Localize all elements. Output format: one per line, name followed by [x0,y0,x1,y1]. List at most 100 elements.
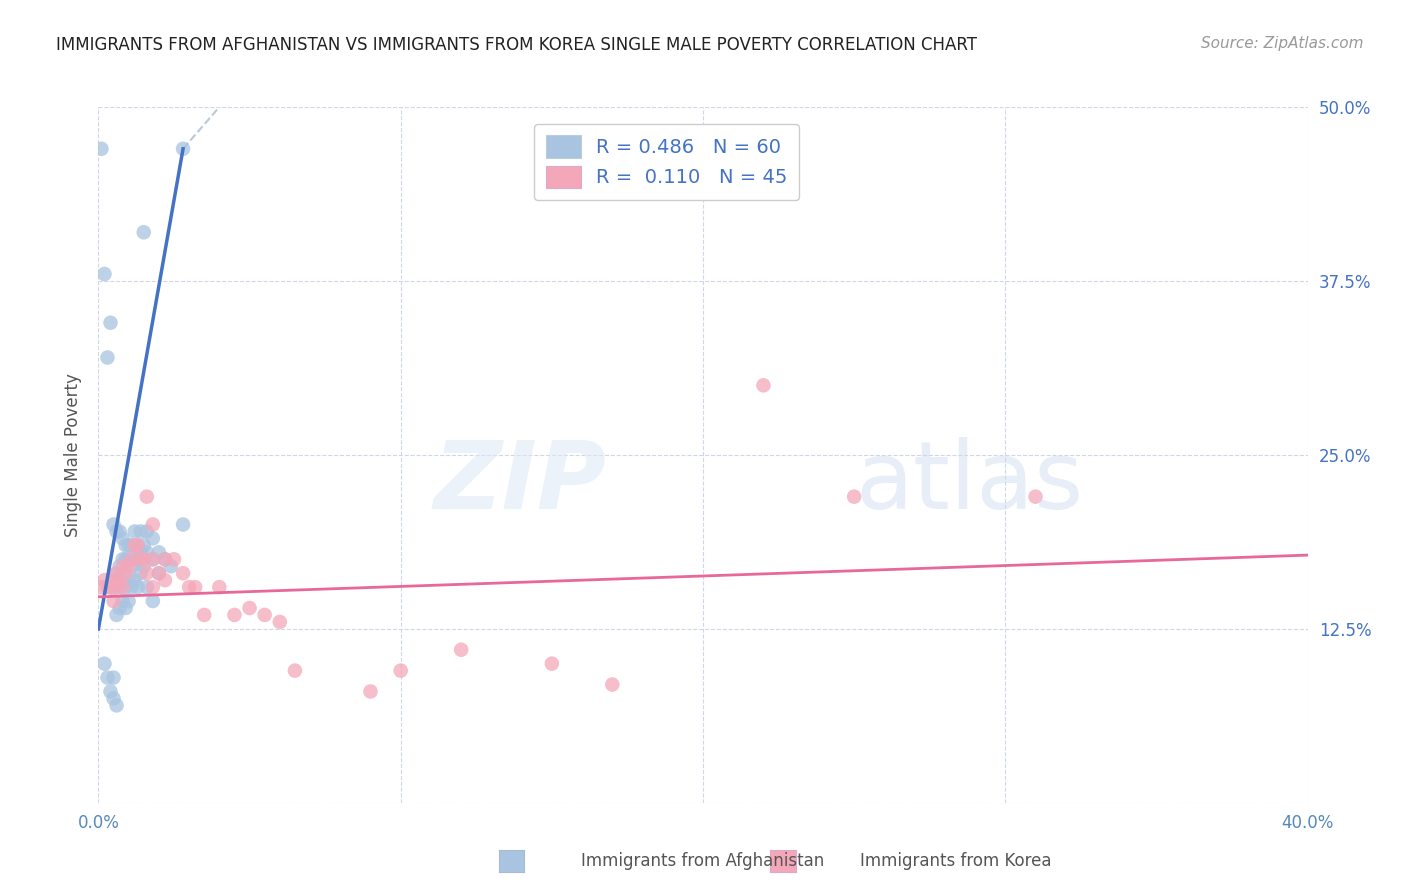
Point [118,552,141,566]
Point [96,580,118,594]
Point [360,684,382,698]
Point [103,594,125,608]
Point [269,615,291,629]
Point [105,698,128,713]
Legend: R = 0.486   N = 60, R =  0.110   N = 45: R = 0.486 N = 60, R = 0.110 N = 45 [534,124,800,200]
Point [129,552,152,566]
Point [114,552,136,566]
Point [100,580,122,594]
Point [111,532,134,546]
Point [105,607,128,622]
Point [135,566,157,581]
Point [108,524,131,539]
Point [114,566,136,581]
Point [132,552,155,566]
Point [124,552,146,566]
Point [103,573,125,587]
Point [135,490,157,504]
Point [148,566,170,581]
Point [253,607,276,622]
Point [103,573,125,587]
Point [105,566,128,581]
Point [100,316,122,330]
Point [224,607,246,622]
Point [135,524,157,539]
Point [127,538,149,552]
Point [124,538,146,552]
Point [111,580,134,594]
Point [121,559,143,574]
Text: atlas: atlas [855,437,1083,529]
Point [450,642,472,657]
Point [153,552,176,566]
Point [142,517,165,532]
Point [127,552,149,566]
Point [121,552,143,566]
Point [127,580,149,594]
Point [103,691,125,706]
Point [111,594,134,608]
Point [142,580,165,594]
Point [93,573,115,587]
Point [163,552,186,566]
Point [111,566,134,581]
Point [105,580,128,594]
Text: Immigrants from Korea: Immigrants from Korea [860,852,1052,870]
Point [208,580,231,594]
Point [111,559,134,574]
Point [118,594,141,608]
Point [111,552,134,566]
Point [103,671,125,685]
Point [105,566,128,581]
Point [153,573,176,587]
Point [752,378,775,392]
Point [103,517,125,532]
Point [239,601,262,615]
Point [121,580,143,594]
Point [148,545,170,559]
Point [96,671,118,685]
Point [118,573,141,587]
Point [172,142,194,156]
Point [389,664,412,678]
Point [172,517,194,532]
Point [100,580,122,594]
Point [1024,490,1046,504]
Point [135,580,157,594]
Point [114,538,136,552]
Point [142,594,165,608]
Point [142,532,165,546]
Point [90,142,112,156]
Point [284,664,307,678]
Point [93,657,115,671]
Point [93,267,115,281]
Text: Immigrants from Afghanistan: Immigrants from Afghanistan [581,852,825,870]
Point [127,538,149,552]
Point [108,580,131,594]
Point [108,573,131,587]
Point [124,524,146,539]
Text: Source: ZipAtlas.com: Source: ZipAtlas.com [1201,36,1364,51]
Point [105,524,128,539]
Y-axis label: Single Male Poverty: Single Male Poverty [63,373,82,537]
Point [132,559,155,574]
Point [184,580,207,594]
Text: ZIP: ZIP [433,437,606,529]
Point [108,601,131,615]
Point [114,580,136,594]
Point [602,677,624,691]
Point [148,566,170,581]
Point [121,538,143,552]
Point [844,490,866,504]
Point [132,225,155,239]
Point [135,545,157,559]
Point [96,351,118,365]
Point [179,580,201,594]
Point [172,566,194,581]
Point [129,566,152,581]
Point [90,580,112,594]
Point [118,538,141,552]
Point [114,601,136,615]
Point [142,552,165,566]
Point [129,524,152,539]
